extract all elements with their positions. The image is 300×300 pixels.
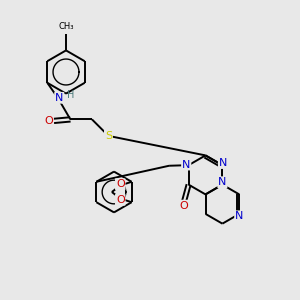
Text: N: N [219, 158, 227, 168]
Text: O: O [44, 116, 53, 126]
Text: O: O [180, 201, 188, 211]
Text: N: N [182, 160, 190, 170]
Text: S: S [105, 131, 112, 141]
Text: N: N [218, 177, 226, 187]
Text: N: N [235, 211, 244, 221]
Text: CH₃: CH₃ [58, 22, 74, 32]
Text: O: O [116, 195, 124, 205]
Text: O: O [116, 179, 124, 189]
Text: N: N [55, 93, 64, 103]
Text: H: H [67, 90, 74, 100]
Text: S: S [105, 131, 112, 141]
